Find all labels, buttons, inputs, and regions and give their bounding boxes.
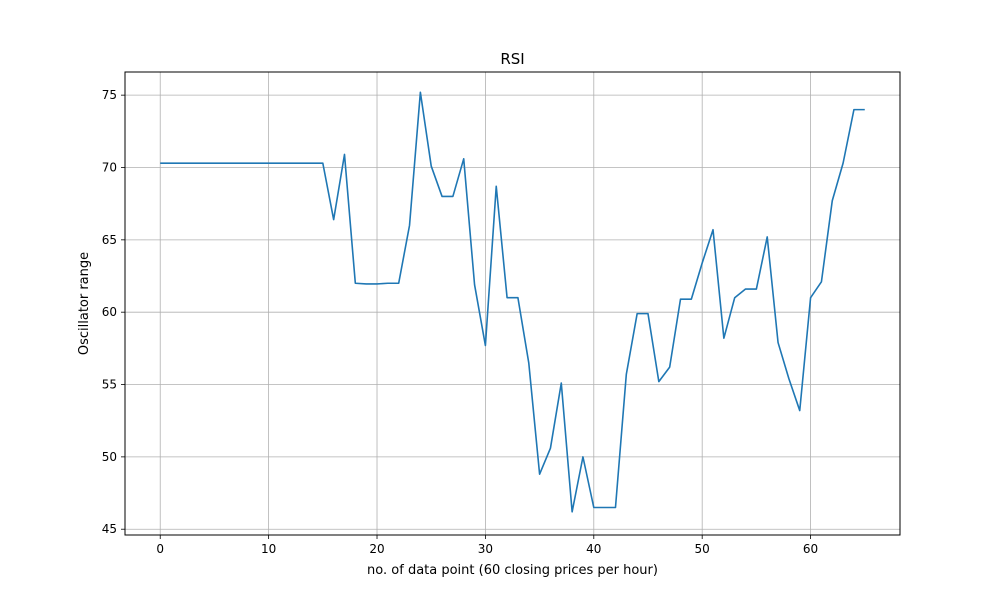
y-tick-label: 75 xyxy=(102,88,117,102)
y-tick-label: 70 xyxy=(102,160,117,174)
plot-area-frame xyxy=(124,71,901,536)
x-axis-label: no. of data point (60 closing prices per… xyxy=(367,563,658,578)
y-tick-label: 60 xyxy=(102,305,117,319)
x-tick-label: 20 xyxy=(369,542,384,556)
axis-ticks: 0 10 20 30 40 50 60 45 50 55 60 65 70 75 xyxy=(102,88,818,556)
series-layer xyxy=(160,91,865,513)
x-tick-label: 60 xyxy=(803,542,818,556)
x-tick-label: 10 xyxy=(261,542,276,556)
chart-title: RSI xyxy=(500,50,524,68)
rsi-series-line xyxy=(160,91,865,513)
x-tick-label: 40 xyxy=(586,542,601,556)
x-tick-label: 50 xyxy=(695,542,710,556)
y-axis-label: Oscillator range xyxy=(77,252,92,355)
x-tick-label: 30 xyxy=(478,542,493,556)
y-tick-label: 65 xyxy=(102,233,117,247)
y-tick-label: 50 xyxy=(102,450,117,464)
grid-lines xyxy=(125,72,900,535)
x-tick-label: 0 xyxy=(156,542,164,556)
y-tick-label: 45 xyxy=(102,522,117,536)
y-tick-label: 55 xyxy=(102,378,117,392)
